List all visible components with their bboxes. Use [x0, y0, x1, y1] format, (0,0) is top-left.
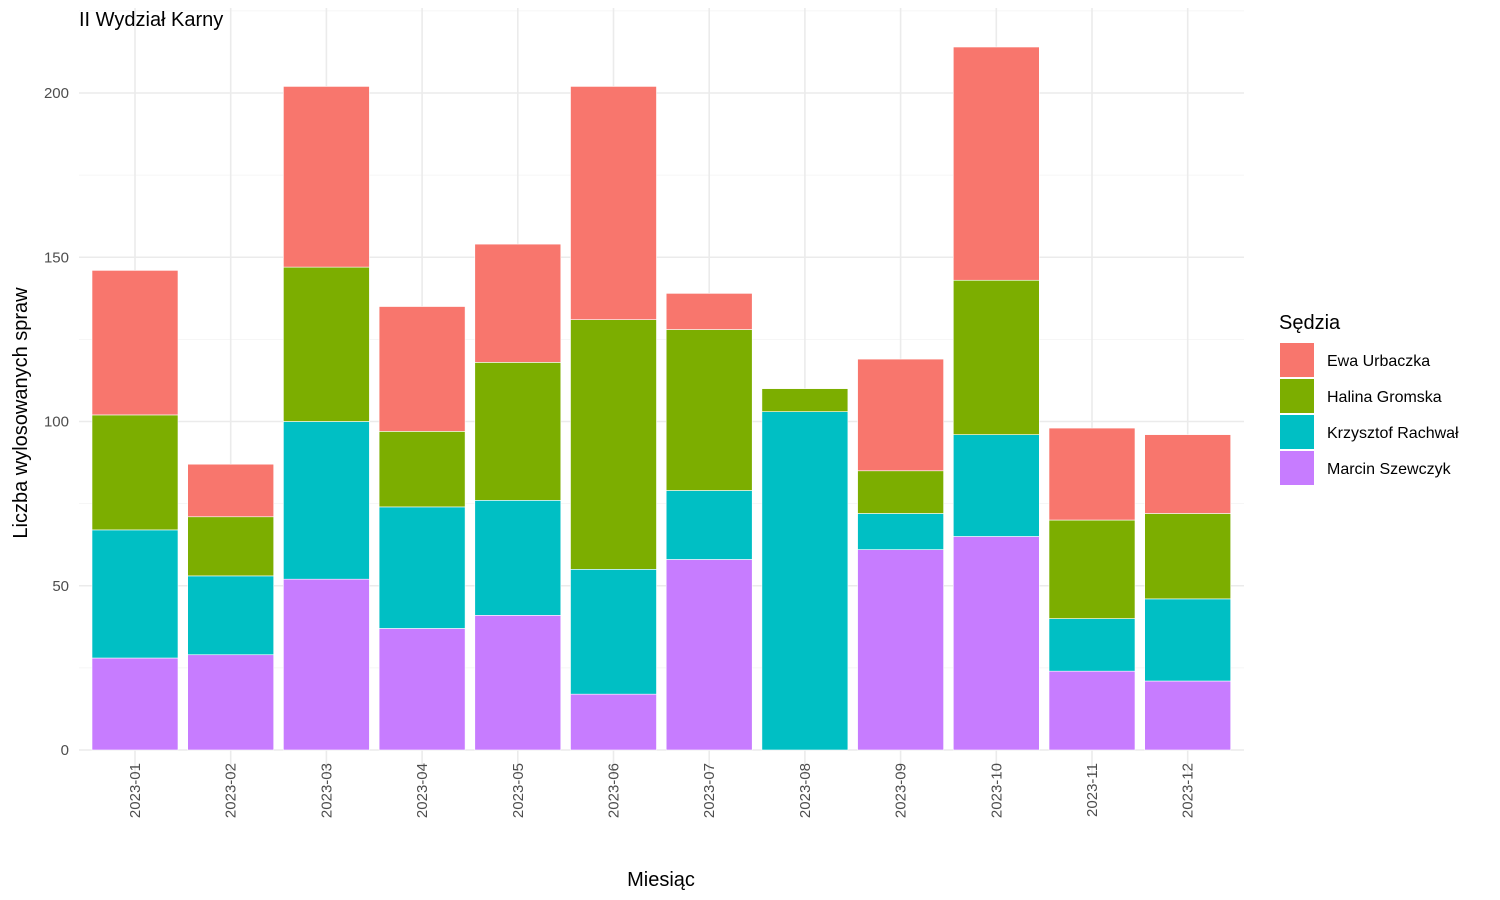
bar-segment: [91, 657, 179, 751]
legend-title: Sędzia: [1279, 312, 1341, 334]
bar-segment: [474, 362, 562, 501]
bar-segment: [1144, 598, 1231, 682]
bar-segment: [1144, 434, 1231, 514]
bar-segment: [474, 243, 562, 363]
bar-segment: [665, 490, 753, 560]
bar-segment: [952, 434, 1040, 537]
bar-segment: [570, 569, 657, 695]
bar-segment: [474, 615, 562, 751]
legend-swatch: [1280, 379, 1314, 413]
bars: [91, 46, 1231, 751]
y-axis-title: Liczba wylosowanych spraw: [10, 287, 32, 539]
bar-segment: [952, 279, 1040, 435]
y-tick-label: 100: [44, 414, 69, 431]
bar-segment: [857, 549, 944, 751]
bar-segment: [283, 578, 370, 751]
bar-segment: [1048, 670, 1136, 751]
bar-segment: [1144, 680, 1231, 751]
bar-segment: [283, 266, 370, 422]
x-tick-label: 2023-06: [606, 763, 623, 818]
x-tick-label: 2023-02: [223, 763, 240, 818]
bar-segment: [857, 470, 944, 514]
legend-swatch: [1280, 415, 1314, 449]
bar-segment: [187, 575, 274, 656]
x-tick-label: 2023-09: [893, 763, 910, 818]
bar-segment: [1048, 519, 1136, 619]
x-tick-label: 2023-07: [701, 763, 718, 818]
bar-segment: [378, 628, 466, 751]
bar-segment: [665, 559, 753, 751]
bar-segment: [474, 500, 562, 616]
bar-segment: [952, 536, 1040, 751]
y-tick-label: 150: [44, 249, 69, 266]
y-tick-label: 50: [52, 578, 69, 595]
bar-segment: [91, 414, 179, 531]
legend-label: Halina Gromska: [1327, 389, 1442, 406]
legend-swatch: [1280, 451, 1314, 485]
x-tick-label: 2023-12: [1180, 763, 1197, 818]
y-axis-ticks: 0 50 100 150 200: [44, 85, 69, 759]
x-tick-label: 2023-11: [1084, 763, 1101, 817]
bar-segment: [570, 319, 657, 570]
x-axis-ticks: 2023-01 2023-02 2023-03 2023-04 2023-05 2023-…: [127, 763, 1197, 818]
bar-segment: [665, 293, 753, 330]
bar-segment: [1048, 618, 1136, 672]
legend-label: Krzysztof Rachwał: [1327, 425, 1459, 442]
legend-label: Marcin Szewczyk: [1327, 461, 1452, 478]
x-tick-label: 2023-08: [797, 763, 814, 818]
bar-segment: [857, 513, 944, 550]
x-axis-title: Miesiąc: [627, 869, 695, 891]
x-tick-label: 2023-04: [414, 763, 431, 818]
bar-segment: [91, 529, 179, 659]
bar-segment: [570, 86, 657, 320]
bar-segment: [761, 411, 849, 751]
legend-swatch: [1280, 343, 1314, 377]
bar-segment: [1048, 427, 1136, 521]
bar-segment: [665, 329, 753, 491]
x-tick-label: 2023-03: [318, 763, 335, 818]
bar-segment: [283, 421, 370, 580]
bar-segment: [570, 693, 657, 751]
bar-segment: [378, 506, 466, 629]
legend-label: Ewa Urbaczka: [1327, 353, 1430, 370]
bar-segment: [378, 431, 466, 508]
x-tick-label: 2023-05: [510, 763, 527, 818]
bar-segment: [91, 270, 179, 416]
bar-segment: [952, 46, 1040, 281]
chart-title: II Wydział Karny: [79, 9, 223, 31]
x-tick-label: 2023-01: [127, 763, 144, 818]
y-tick-label: 200: [44, 85, 69, 102]
bar-segment: [187, 516, 274, 577]
bar-segment: [761, 388, 849, 412]
bar-segment: [283, 86, 370, 268]
y-tick-label: 0: [61, 742, 69, 759]
bar-segment: [187, 463, 274, 518]
bar-segment: [378, 306, 466, 432]
legend: Sędzia Ewa Urbaczka Halina Gromska Krzyszt…: [1279, 312, 1459, 485]
x-tick-label: 2023-10: [988, 763, 1005, 818]
bar-segment: [1144, 513, 1231, 600]
bar-segment: [857, 358, 944, 472]
bar-segment: [187, 654, 274, 751]
